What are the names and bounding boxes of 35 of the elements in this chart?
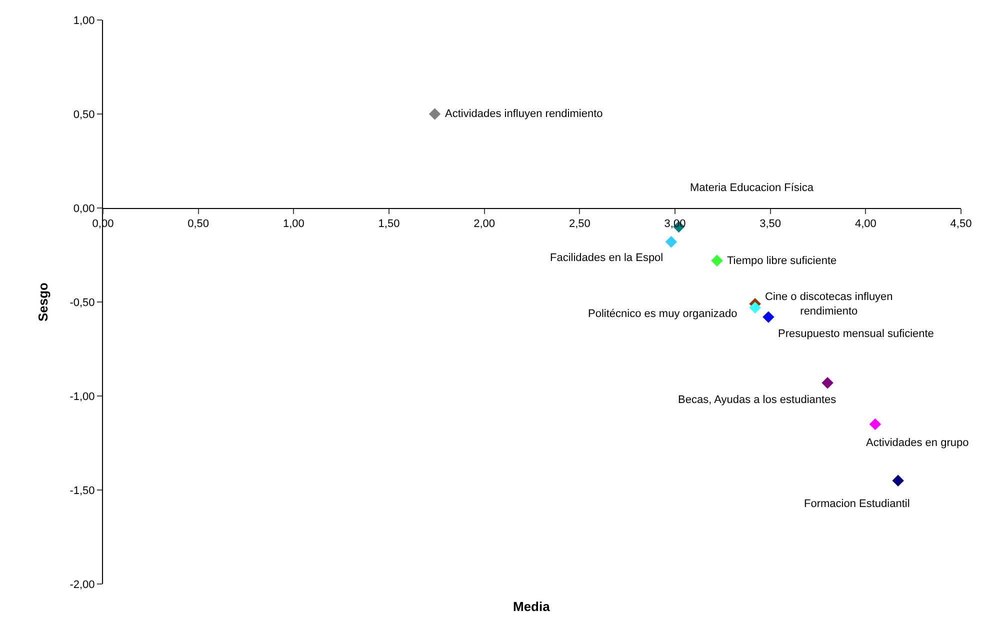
x-tick-label: 1,50 [378, 218, 400, 230]
y-tick-label: -1,00 [70, 390, 95, 403]
point [665, 236, 678, 248]
series-label: Politécnico es muy organizado [588, 308, 738, 320]
point [749, 302, 761, 314]
x-tick-label: 2,00 [474, 218, 496, 230]
y-tick-label: -2,00 [70, 578, 95, 591]
series-label: Actividades en grupo [866, 437, 969, 449]
y-tick-label: 0,50 [73, 108, 95, 121]
series-label: Facilidades en la Espol [550, 252, 664, 264]
series-label: Presupuesto mensual suficiente [778, 328, 934, 340]
series-label: Actividades influyen rendimiento [445, 108, 603, 120]
y-tick-label: -1,50 [70, 484, 95, 497]
y-tick-label: 1,00 [73, 14, 95, 27]
point [892, 474, 904, 486]
x-tick-label: 1,00 [282, 218, 304, 230]
x-tick-label: 2,50 [568, 218, 590, 230]
y-axis-title: Sesgo [36, 282, 51, 322]
series-label: Tiempo libre suficiente [727, 255, 837, 267]
point [711, 254, 723, 266]
point [822, 376, 834, 389]
point [762, 311, 774, 323]
y-tick-label: 0,00 [73, 202, 95, 215]
text: Materia Educacion Física [690, 182, 814, 194]
x-tick-label: 4,50 [950, 218, 972, 230]
point [869, 418, 882, 430]
x-axis-title: Media [513, 599, 551, 614]
y-tick-label: -0,50 [70, 296, 95, 309]
series-label: Becas, Ayudas a los estudiantes [678, 394, 837, 406]
series-label: Cine o discotecas influyen rendimiento [765, 291, 893, 318]
series-label: Formacion Estudiantil [804, 498, 910, 510]
x-tick-label: 3,50 [760, 218, 782, 230]
x-tick-label: 4,00 [854, 218, 876, 230]
point [428, 108, 441, 120]
x-tick-label: 0,50 [188, 218, 210, 230]
